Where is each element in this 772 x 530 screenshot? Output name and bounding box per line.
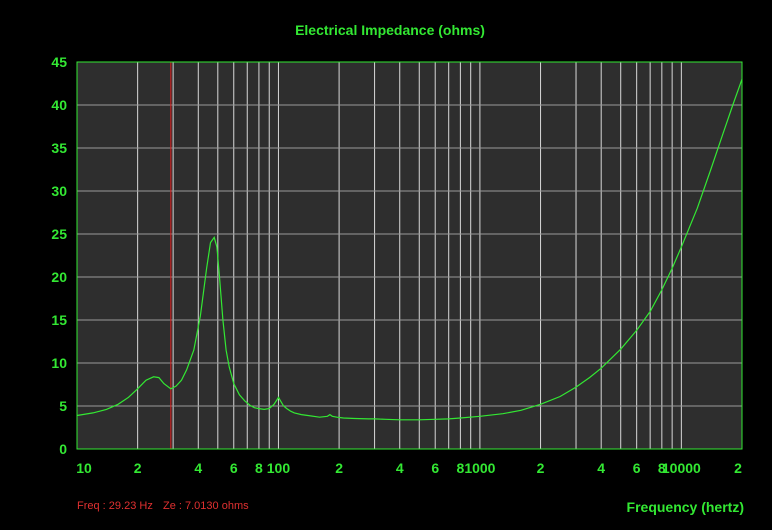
y-tick-label: 15 <box>51 312 67 328</box>
x-tick-label: 2 <box>734 460 742 476</box>
y-tick-labels: 0 5 10 15 20 25 30 35 40 45 <box>51 54 67 457</box>
x-tick-label: 8 <box>456 460 464 476</box>
impedance-curve <box>76 78 743 421</box>
grid-lines <box>77 62 742 449</box>
chart-title: Electrical Impedance (ohms) <box>295 22 485 38</box>
y-tick-label: 20 <box>51 269 67 285</box>
x-tick-label: 4 <box>597 460 605 476</box>
x-tick-label: 2 <box>537 460 545 476</box>
plot-border <box>76 61 743 450</box>
x-tick-label: 2 <box>335 460 343 476</box>
x-tick-label: 6 <box>230 460 238 476</box>
x-tick-label: 2 <box>134 460 142 476</box>
plot-area <box>77 62 742 449</box>
x-tick-label: 1000 <box>464 460 495 476</box>
x-tick-label: 10000 <box>662 460 701 476</box>
y-tick-label: 25 <box>51 226 67 242</box>
x-tick-label: 4 <box>194 460 202 476</box>
ze-readout: Ze : 7.0130 ohms <box>163 500 249 512</box>
y-tick-label: 5 <box>59 398 67 414</box>
x-tick-label: 100 <box>267 460 291 476</box>
y-tick-label: 35 <box>51 140 67 156</box>
x-tick-label: 4 <box>396 460 404 476</box>
y-tick-label: 10 <box>51 355 67 371</box>
y-tick-label: 30 <box>51 183 67 199</box>
x-tick-label: 6 <box>431 460 439 476</box>
y-tick-label: 45 <box>51 54 67 70</box>
y-tick-label: 40 <box>51 97 67 113</box>
y-tick-label: 0 <box>59 441 67 457</box>
freq-readout: Freq : 29.23 Hz <box>77 500 153 512</box>
x-tick-label: 10 <box>76 460 92 476</box>
x-tick-label: 6 <box>633 460 641 476</box>
x-axis-label: Frequency (hertz) <box>627 499 744 515</box>
x-tick-label: 8 <box>658 460 666 476</box>
x-tick-label: 8 <box>255 460 263 476</box>
